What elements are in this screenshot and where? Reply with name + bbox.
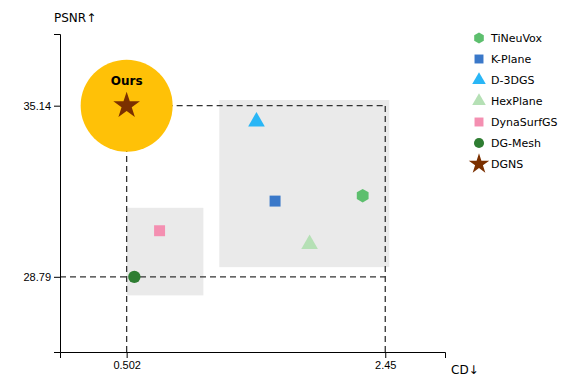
legend-symbol — [472, 72, 486, 84]
plot: Ours 0.502 2.45 28.79 35.14 CD↓ PSNR↑ — [23, 11, 478, 377]
tick: 35.14 — [23, 100, 60, 112]
tick-label: 28.79 — [23, 271, 51, 283]
tick-label: 0.502 — [113, 359, 141, 371]
tick: 28.79 — [23, 271, 60, 283]
legend-symbol — [469, 153, 489, 172]
y-axis-label: PSNR↑ — [54, 11, 96, 25]
legend-symbol — [474, 138, 484, 148]
legend-symbol — [475, 118, 484, 127]
legend-item: DGNS — [469, 153, 523, 172]
shaded-region — [127, 208, 204, 296]
legend-label: DGNS — [491, 158, 523, 171]
legend-item: DG-Mesh — [474, 137, 541, 150]
legend-symbol — [472, 93, 486, 105]
point — [357, 189, 369, 203]
legend-item: K-Plane — [475, 53, 532, 66]
point — [301, 235, 318, 249]
tick-mark — [127, 352, 128, 358]
legend-symbol — [474, 32, 484, 43]
reference-line — [385, 106, 386, 352]
point — [248, 112, 265, 126]
tick-label: 2.45 — [375, 359, 396, 371]
y-axis: 28.79 35.14 — [23, 35, 60, 353]
legend-item: DynaSurfGS — [475, 116, 558, 129]
legend-label: K-Plane — [491, 53, 531, 66]
legend-label: TiNeuVox — [490, 32, 542, 45]
legend-item: HexPlane — [472, 93, 543, 108]
legend: TiNeuVox K-Plane D-3DGS HexPlane DynaSurfGS D… — [469, 32, 558, 173]
chart: Ours 0.502 2.45 28.79 35.14 CD↓ PSNR↑ TiNeuVox K… — [0, 0, 570, 392]
axis-line — [61, 353, 446, 359]
data-area — [60, 60, 389, 352]
reference-line — [60, 276, 385, 277]
tick-label: 35.14 — [23, 100, 51, 112]
point — [128, 271, 140, 283]
legend-label: HexPlane — [491, 95, 543, 108]
tick-mark — [385, 352, 386, 358]
legend-symbol — [475, 55, 484, 64]
x-axis: 0.502 2.45 — [61, 352, 446, 371]
point — [154, 225, 165, 236]
legend-item: D-3DGS — [472, 72, 534, 87]
tick: 2.45 — [375, 352, 396, 371]
legend-label: DynaSurfGS — [491, 116, 558, 129]
shaded-region — [219, 100, 389, 267]
x-axis-label: CD↓ — [451, 363, 479, 377]
legend-item: TiNeuVox — [474, 32, 542, 45]
tick: 0.502 — [113, 352, 141, 371]
legend-label: D-3DGS — [491, 74, 534, 87]
tick-mark — [54, 277, 60, 278]
point — [113, 92, 140, 117]
point — [270, 196, 281, 207]
highlight — [81, 60, 173, 152]
axis-line — [54, 35, 61, 353]
tick-mark — [54, 106, 60, 107]
legend-label: DG-Mesh — [491, 137, 541, 150]
annotation: Ours — [111, 74, 143, 88]
